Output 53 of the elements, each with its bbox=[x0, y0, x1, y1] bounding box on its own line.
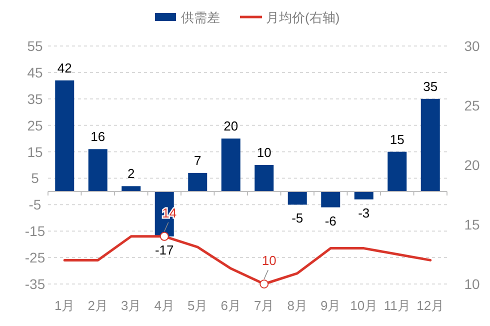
x-tick-label: 3月 bbox=[121, 298, 142, 313]
data-label: 7 bbox=[194, 152, 202, 168]
data-label: -6 bbox=[324, 213, 336, 228]
y-tick-label: 55 bbox=[27, 38, 43, 54]
y-tick-label: 25 bbox=[27, 117, 43, 134]
bar bbox=[254, 165, 274, 192]
data-label: -5 bbox=[292, 210, 304, 226]
data-label: 42 bbox=[57, 60, 72, 76]
x-tick-label: 4月 bbox=[154, 298, 174, 313]
y-tick-label: -5 bbox=[28, 196, 42, 213]
y2-tick-label: 10 bbox=[464, 276, 480, 292]
y-tick-label: 5 bbox=[31, 170, 40, 186]
x-tick-label: 11月 bbox=[384, 298, 410, 313]
x-tick-label: 9月 bbox=[320, 298, 341, 313]
x-tick-label: 2月 bbox=[88, 298, 108, 313]
data-label: 10 bbox=[262, 253, 276, 268]
data-label: 20 bbox=[224, 118, 238, 134]
y2-tick-label: 15 bbox=[464, 216, 480, 232]
data-label: 35 bbox=[423, 78, 438, 94]
bar bbox=[321, 191, 340, 208]
y-tick-label: -25 bbox=[24, 250, 46, 266]
bar bbox=[88, 149, 108, 192]
legend-label: 供需差 bbox=[181, 10, 220, 25]
x-tick-label: 10月 bbox=[350, 298, 378, 313]
y2-tick-label: 20 bbox=[464, 157, 480, 173]
y-tick-label: 15 bbox=[27, 144, 43, 160]
bar bbox=[122, 186, 141, 192]
bar bbox=[354, 191, 374, 200]
bar bbox=[420, 98, 440, 192]
y-tick-label: 45 bbox=[27, 64, 43, 80]
data-label: -17 bbox=[154, 242, 174, 258]
data-label: 10 bbox=[256, 145, 272, 160]
x-tick-label: 5月 bbox=[188, 298, 208, 313]
y-tick-label: -15 bbox=[24, 223, 46, 240]
data-label: -3 bbox=[358, 205, 370, 220]
y2-tick-label: 25 bbox=[464, 98, 480, 114]
legend-label: 月均价(右轴) bbox=[266, 10, 340, 25]
x-tick-label: 6月 bbox=[220, 298, 241, 313]
bar bbox=[388, 152, 407, 192]
y-tick-label: 35 bbox=[27, 90, 43, 107]
y2-tick-label: 30 bbox=[464, 38, 480, 54]
x-tick-label: 12月 bbox=[416, 298, 444, 313]
bar bbox=[288, 191, 307, 205]
bar bbox=[188, 172, 208, 192]
y-tick-label: -35 bbox=[24, 276, 46, 292]
data-label: 2 bbox=[128, 166, 135, 182]
x-tick-label: 8月 bbox=[287, 298, 308, 313]
bar bbox=[221, 138, 240, 192]
x-tick-label: 7月 bbox=[254, 298, 274, 313]
bar bbox=[55, 80, 74, 192]
x-tick-label: 1月 bbox=[54, 298, 75, 313]
data-label: 16 bbox=[90, 129, 106, 144]
data-label: 15 bbox=[390, 132, 404, 147]
